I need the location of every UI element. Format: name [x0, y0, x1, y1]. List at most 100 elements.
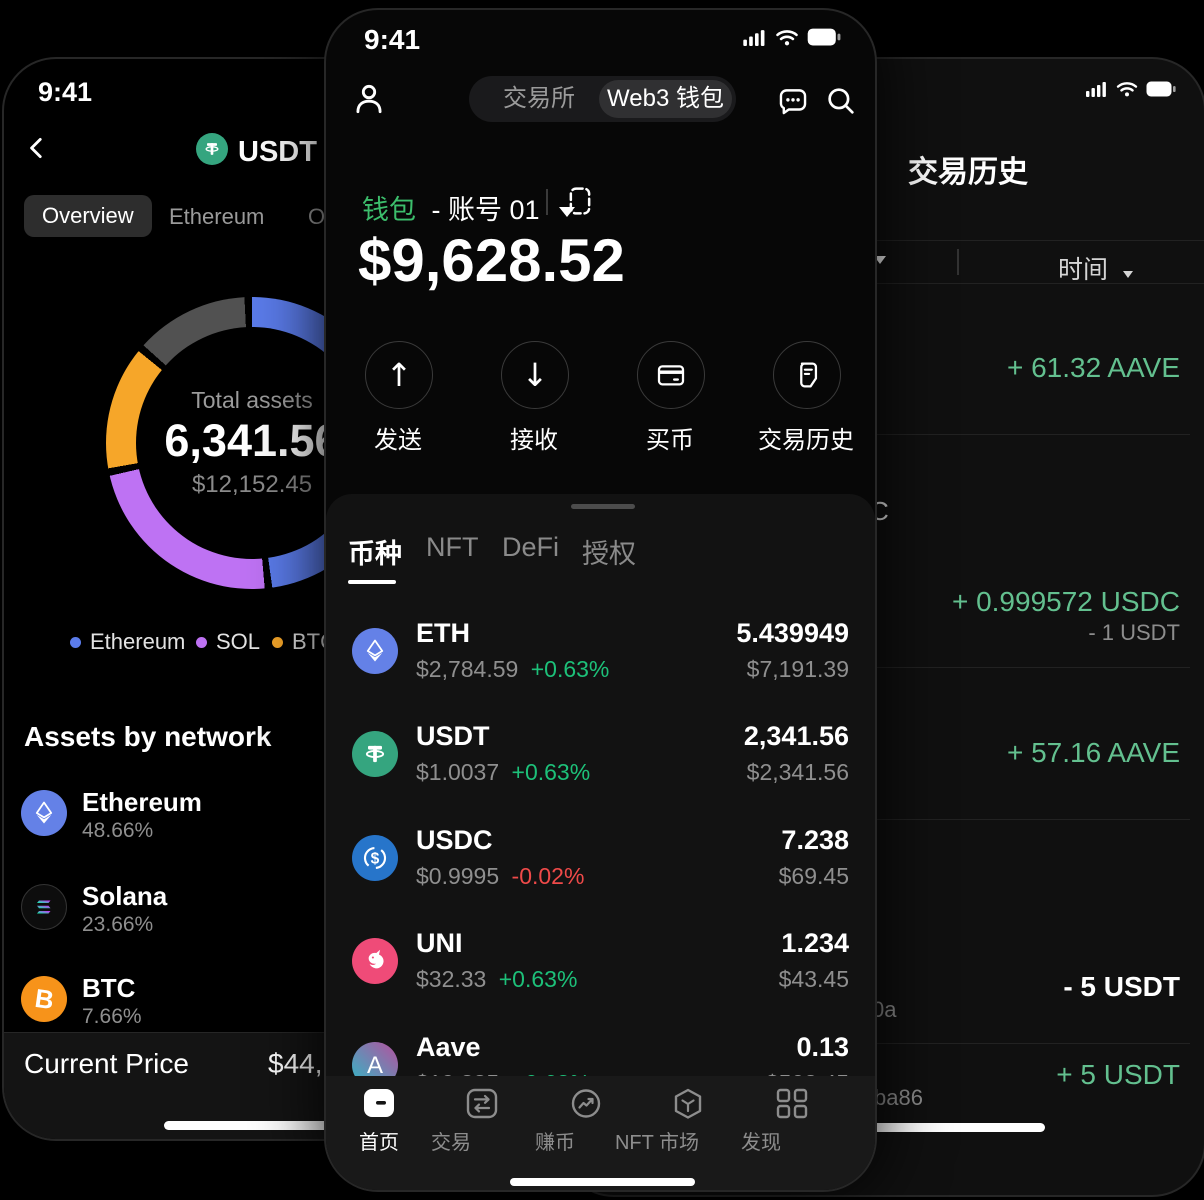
center-phone: 9:41 交易所 Web3 钱包 钱包 - 账号 01 — [324, 8, 877, 1192]
earn-icon — [571, 1089, 601, 1118]
usdt-icon — [196, 133, 228, 165]
wallet-label: 钱包 — [362, 195, 416, 225]
donut-label: Total assets — [191, 387, 313, 413]
legend-dot-sol — [196, 636, 207, 648]
filter-time-button[interactable]: 时间 — [1058, 250, 1133, 286]
token-usd: $2,341.56 — [746, 759, 849, 785]
token-amount: 5.439949 — [736, 618, 849, 648]
transaction-amount[interactable]: + 57.16 AAVE — [1006, 737, 1180, 768]
token-amount: 1.234 — [781, 928, 849, 958]
tab-defi[interactable]: DeFi — [502, 532, 560, 562]
home-indicator — [712, 1123, 1045, 1132]
tab-ethereum[interactable]: Ethereum — [169, 204, 265, 229]
token-price: $1.0037 — [416, 759, 500, 785]
arrow-up-icon: ↑ — [385, 356, 413, 394]
profile-button[interactable] — [350, 80, 388, 123]
current-price-label: Current Price — [24, 1048, 189, 1079]
token-symbol: UNI — [416, 928, 463, 958]
bottom-nav: 首页 交易 赚币 NFT 市场 发现 — [326, 1076, 875, 1190]
tab-web3-wallet-label: Web3 钱包 — [607, 85, 724, 112]
home-indicator — [510, 1178, 695, 1186]
chevron-down-icon — [1122, 271, 1133, 278]
drag-handle[interactable] — [571, 504, 635, 509]
tab-web3-wallet[interactable]: Web3 钱包 — [599, 80, 732, 118]
status-time: 9:41 — [364, 24, 421, 55]
nav-earn[interactable]: 赚币 — [535, 1088, 634, 1154]
token-symbol: USDT — [416, 721, 490, 751]
home-indicator — [164, 1121, 374, 1130]
nav-nft-market[interactable]: NFT 市场 — [615, 1088, 736, 1154]
nft-icon — [674, 1088, 702, 1119]
usdt-icon — [352, 730, 398, 777]
tab-overview[interactable]: Overview — [24, 195, 152, 237]
token-symbol: Aave — [416, 1032, 481, 1062]
token-price: $0.9995 — [416, 863, 500, 889]
svg-text:A: A — [367, 1052, 383, 1079]
token-usd: $7,191.39 — [746, 656, 849, 682]
legend-label: Ethereum — [90, 629, 186, 654]
token-symbol: ETH — [416, 618, 470, 648]
donut-value: 6,341.56 — [164, 415, 340, 466]
usdc-icon: $ — [352, 834, 398, 881]
token-usd: $43.45 — [778, 966, 849, 992]
battery-icon — [807, 28, 841, 46]
history-button[interactable] — [773, 341, 841, 409]
back-button[interactable] — [24, 135, 50, 166]
scan-button[interactable] — [564, 184, 596, 223]
receive-button[interactable]: ↓ — [501, 341, 569, 409]
token-symbol: USDC — [416, 825, 493, 855]
network-row-pct: 23.66% — [82, 913, 154, 936]
chevron-down-icon — [559, 207, 576, 217]
transaction-amount[interactable]: + 0.999572 USDC — [951, 586, 1180, 617]
status-icons — [743, 28, 841, 46]
signal-icon — [1086, 82, 1106, 97]
tab-exchange[interactable]: 交易所 — [503, 85, 575, 112]
document-icon — [800, 362, 818, 388]
token-row-eth[interactable]: ETH $2,784.59 +0.63% 5.439949 $7,191.39 — [326, 599, 875, 702]
network-row-name[interactable]: Solana — [82, 881, 168, 911]
nav-home[interactable]: 首页 — [331, 1088, 427, 1154]
wifi-icon — [776, 29, 798, 45]
tab-approvals[interactable]: 授权 — [582, 539, 636, 569]
header-divider — [546, 189, 548, 215]
search-button[interactable] — [824, 84, 858, 123]
transaction-amount[interactable]: - 5 USDT — [1063, 971, 1180, 1002]
segmented-control[interactable]: 交易所 Web3 钱包 — [469, 76, 736, 122]
arrow-down-icon: ↓ — [521, 356, 549, 394]
nav-trade[interactable]: 交易 — [431, 1088, 530, 1154]
filter-divider — [957, 249, 959, 275]
scan-icon — [569, 187, 591, 215]
legend-label: SOL — [216, 629, 261, 654]
nav-nft-market-label: NFT 市场 — [614, 1132, 700, 1154]
uni-icon — [352, 937, 398, 984]
tab-coins[interactable]: 币种 — [348, 539, 402, 569]
filter-time-label: 时间 — [1058, 256, 1109, 284]
token-row-usdc[interactable]: $ USDC $0.9995 -0.02% 7.238 $69.45 — [326, 806, 875, 909]
chat-button[interactable] — [776, 84, 810, 123]
btc-network-icon: B — [21, 976, 67, 1022]
discover-icon — [776, 1088, 808, 1119]
transaction-amount[interactable]: + 5 USDT — [1056, 1059, 1180, 1090]
buy-crypto-button[interactable] — [637, 341, 705, 409]
status-time: 9:41 — [38, 77, 93, 107]
network-row-name[interactable]: BTC — [82, 973, 136, 1003]
eth-icon — [352, 627, 398, 674]
token-row-uni[interactable]: UNI $32.33 +0.63% 1.234 $43.45 — [326, 909, 875, 1012]
transaction-amount[interactable]: + 61.32 AAVE — [1006, 352, 1180, 383]
nav-discover[interactable]: 发现 — [741, 1088, 840, 1154]
legend-dot-btc — [272, 636, 283, 648]
token-row-usdt[interactable]: USDT $1.0037 +0.63% 2,341.56 $2,341.56 — [326, 702, 875, 805]
token-price: $2,784.59 — [416, 656, 519, 682]
filter-caret-fragment[interactable] — [874, 256, 886, 264]
chevron-left-icon — [30, 137, 42, 159]
tab-third-partial[interactable]: O — [308, 204, 326, 229]
total-balance: $9,628.52 — [358, 227, 625, 294]
network-row-name[interactable]: Ethereum — [82, 787, 202, 817]
nav-home-label: 首页 — [359, 1132, 399, 1154]
token-amount: 0.13 — [796, 1032, 849, 1062]
wallet-account-selector[interactable]: 钱包 - 账号 01 — [362, 188, 576, 227]
send-button[interactable]: ↑ — [365, 341, 433, 409]
active-tab-underline — [348, 580, 396, 584]
tab-nft[interactable]: NFT — [426, 532, 479, 562]
